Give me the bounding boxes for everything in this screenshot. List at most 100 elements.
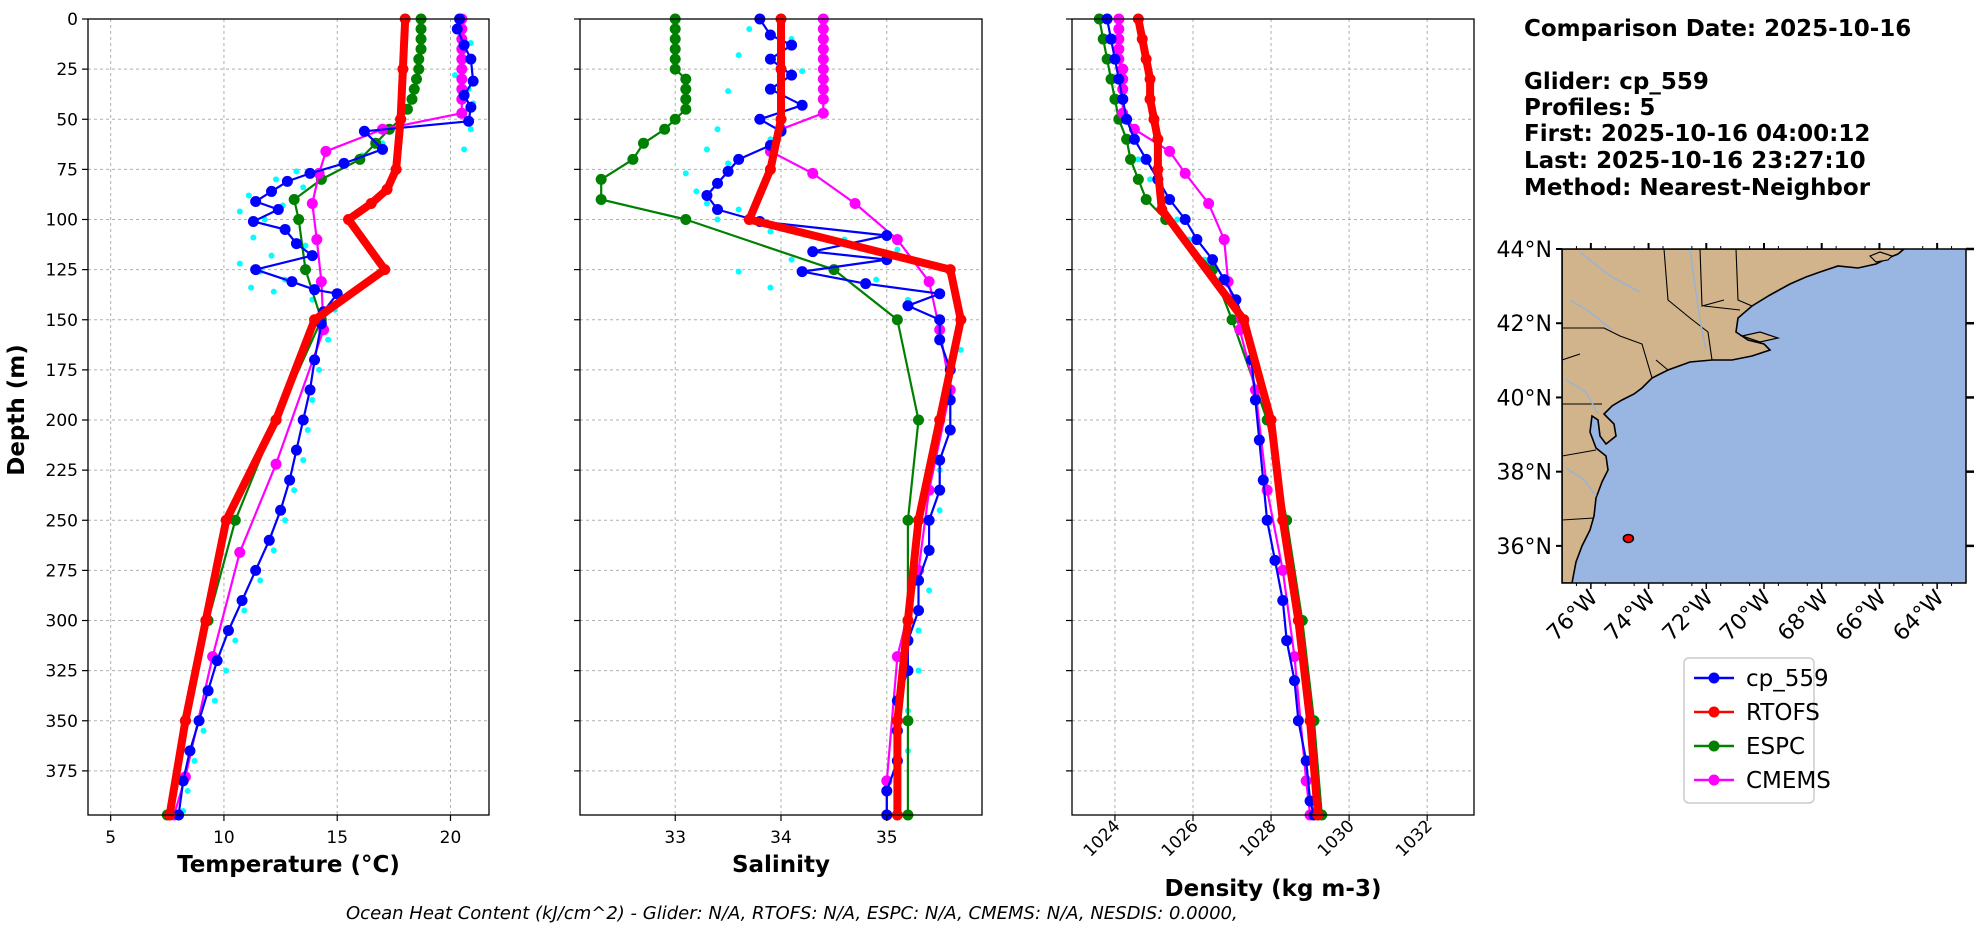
data-point [309,314,321,326]
data-point [1203,197,1215,209]
data-point [817,73,829,85]
data-point [1179,214,1191,226]
data-point [1292,715,1304,727]
map-lat-label: 36°N [1497,535,1552,560]
y-tick-label: 25 [56,60,78,80]
data-point [735,268,742,275]
data-point [293,168,300,175]
data-point [1113,43,1125,55]
x-tick-label: 1026 [1158,816,1203,861]
data-point [343,214,355,226]
data-point [456,53,468,65]
y-tick-label: 375 [46,762,78,782]
data-point [743,214,755,226]
data-point [306,197,318,209]
data-point [1144,73,1156,85]
data-point [461,146,468,153]
data-point [1113,73,1125,85]
x-axis-label: Density (kg m-3) [1165,876,1382,902]
map-lat-label: 40°N [1497,386,1552,411]
data-point [725,88,732,95]
y-axis-label: Depth (m) [4,344,30,476]
x-tick-label: 33 [664,828,686,848]
data-point [957,346,964,353]
data-point [1148,113,1160,125]
data-point [923,276,935,288]
info-comparison-date: Comparison Date: 2025-10-16 [1524,16,1911,42]
map-lat-label: 42°N [1497,312,1552,337]
legend-item-espc: ESPC [1694,734,1805,760]
legend-item-cmems: CMEMS [1694,768,1831,794]
footer-ocean-heat-content: Ocean Heat Content (kJ/cm^2) - Glider: N… [346,903,1238,924]
data-point [796,266,808,278]
data-point [712,203,724,215]
data-point [465,101,477,113]
data-point [1144,93,1156,105]
data-point [775,63,787,75]
data-point [395,113,407,125]
y-tick-label: 150 [46,311,78,331]
data-point [268,252,275,259]
data-point [413,53,425,65]
data-point [1218,234,1230,246]
x-tick-label: 1032 [1392,816,1437,861]
y-tick-label: 300 [46,612,78,632]
data-point [1132,173,1144,185]
data-point [261,216,268,223]
data-point [1277,594,1289,606]
map-lon-label: 68°W [1773,585,1834,646]
data-point [270,458,282,470]
data-point [1121,133,1133,145]
data-point [411,73,423,85]
data-point [735,206,742,213]
data-point [304,167,316,179]
data-point [934,314,946,326]
data-point [669,113,681,125]
data-point [300,457,307,464]
data-point [1281,635,1293,647]
data-point [250,195,262,207]
map-state-borders [1562,249,1753,521]
data-point [807,246,819,258]
data-point [1105,73,1117,85]
data-point [595,193,607,205]
data-point [184,745,196,757]
data-point [1097,33,1109,45]
legend-marker [1708,672,1720,684]
data-point [944,424,956,436]
profile-panels: 5 10 15 20025507510012515017520022525027530… [46,10,1475,902]
data-point [286,276,298,288]
data-point [304,427,311,434]
data-point [817,63,829,75]
data-point [272,203,284,215]
data-point [1277,564,1289,576]
data-point [754,113,766,125]
data-point [325,336,332,343]
data-point [714,216,721,223]
legend: cp_559 RTOFS ESPC CMEMS [1683,657,1831,804]
data-point [247,216,259,228]
data-point [902,715,914,727]
y-tick-label: 175 [46,361,78,381]
data-point [934,334,946,346]
y-tick-label: 75 [56,160,78,180]
data-point [377,143,389,155]
data-point [873,276,880,283]
map-lon-label: 70°W [1716,585,1777,646]
data-point [263,534,275,546]
data-point [1113,33,1125,45]
data-point [1191,234,1203,246]
data-point [1218,274,1230,286]
data-point [1288,651,1300,663]
axes-frame [87,18,490,816]
data-point [456,107,468,119]
data-point [467,126,474,133]
series-cmems [1113,13,1316,821]
data-point [1121,113,1133,125]
data-point [1136,33,1148,45]
data-point [1109,53,1121,65]
legend-item-rtofs: RTOFS [1694,700,1820,726]
data-point [1140,53,1152,65]
data-point [915,667,922,674]
data-point [913,604,925,616]
